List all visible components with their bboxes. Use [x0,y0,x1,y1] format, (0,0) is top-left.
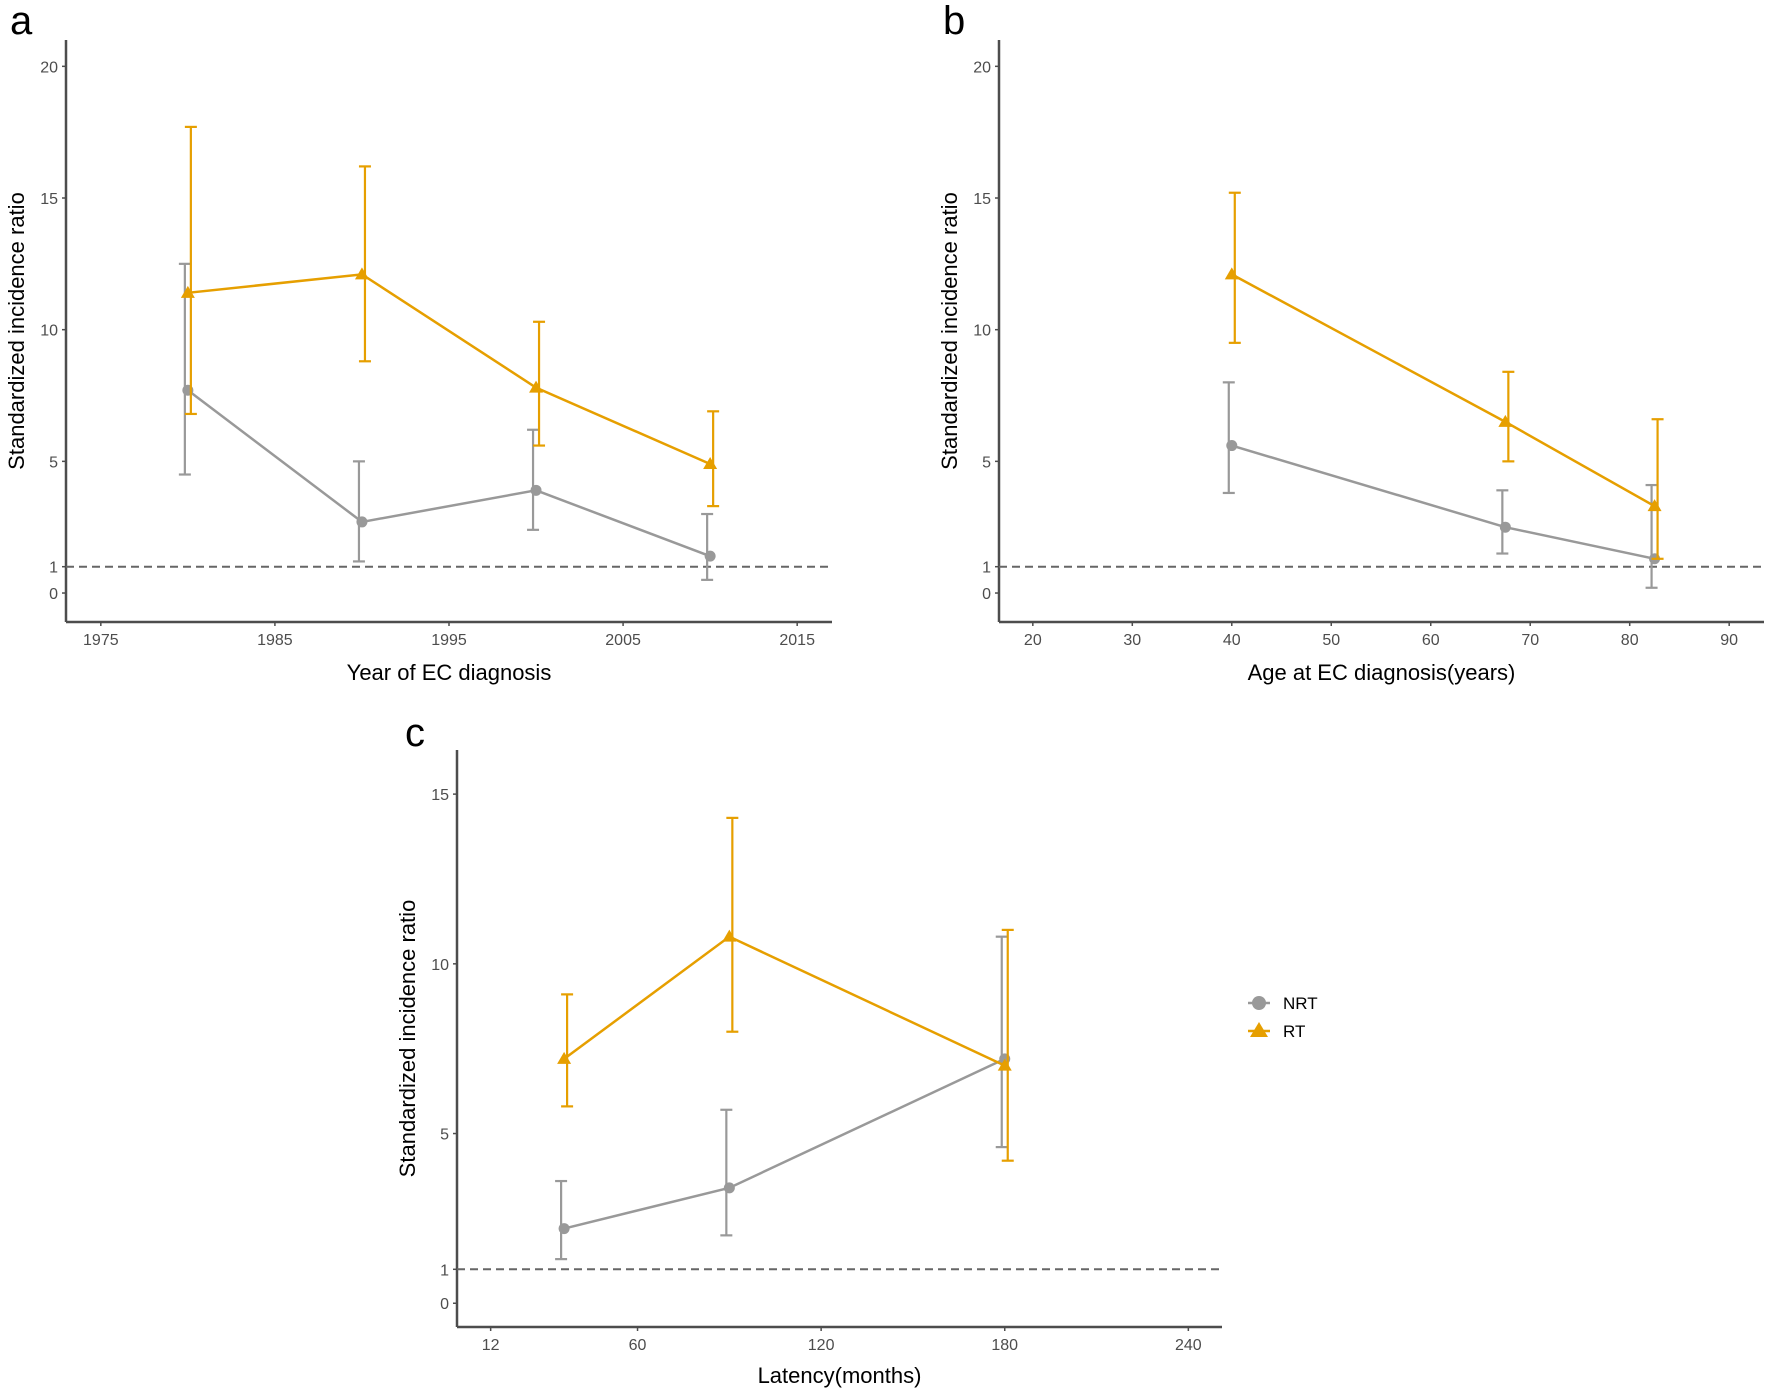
x-tick-label: 50 [1322,632,1340,649]
legend: NRT RT [1248,994,1318,1041]
y-tick-label: 5 [440,1127,449,1144]
data-point [723,1182,735,1194]
y-tick-label: 20 [973,59,991,76]
y-tick-label: 15 [431,787,449,804]
series-line [563,935,1006,1067]
x-tick-label: 60 [629,1337,647,1354]
data-point [1499,521,1511,533]
series-line [563,1057,1006,1230]
y-tick-label: 10 [431,957,449,974]
panel-label: c [405,711,425,755]
y-tick-label: 5 [49,454,58,471]
x-tick-label: 80 [1621,632,1639,649]
legend-item-nrt: NRT [1248,994,1318,1013]
x-tick-label: 240 [1175,1337,1202,1354]
x-tick-label: 90 [1720,632,1738,649]
y-tick-label: 10 [40,323,58,340]
y-tick-label: 15 [973,191,991,208]
data-point [529,380,544,393]
x-tick-label: 70 [1521,632,1539,649]
legend-marker-triangle [1250,1022,1268,1037]
series-rt [180,125,720,508]
series-nrt [555,935,1011,1261]
data-point [530,484,542,496]
y-tick-label: 10 [973,323,991,340]
panel-label: b [943,0,965,43]
data-point [558,1223,570,1235]
data-point [722,929,737,942]
x-tick-label: 60 [1422,632,1440,649]
data-point [557,1051,572,1064]
x-axis-title: Year of EC diagnosis [347,660,552,685]
x-axis-title: Age at EC diagnosis(years) [1248,660,1516,685]
data-point [703,456,718,469]
series-line [187,273,711,466]
panel-label: a [10,0,33,43]
y-axis-title: Standardized incidence ratio [395,900,420,1178]
y-tick-label: 15 [40,191,58,208]
x-axis-title: Latency(months) [758,1363,922,1388]
y-axis-title: Standardized incidence ratio [4,192,29,470]
series-rt [1224,191,1664,560]
legend-item-rt: RT [1248,1022,1305,1041]
legend-label: NRT [1283,994,1318,1013]
series-rt [557,816,1014,1162]
legend-label: RT [1283,1022,1305,1041]
x-tick-label: 40 [1223,632,1241,649]
x-tick-label: 2015 [779,632,815,649]
x-tick-label: 20 [1024,632,1042,649]
y-tick-label: 5 [982,454,991,471]
y-axis-title: Standardized incidence ratio [937,192,962,470]
series-line [1231,444,1655,561]
y-tick-label: 1 [440,1262,449,1279]
data-point [1226,440,1238,452]
x-tick-label: 1995 [431,632,467,649]
x-tick-label: 180 [991,1337,1018,1354]
y-tick-label: 1 [982,560,991,577]
series-nrt [1222,381,1661,589]
data-point [997,1058,1012,1071]
y-tick-label: 20 [40,59,58,76]
y-tick-label: 0 [982,586,991,603]
data-point [356,516,368,528]
x-tick-label: 1985 [257,632,293,649]
y-tick-label: 0 [440,1296,449,1313]
data-point [180,285,195,298]
legend-marker-circle [1252,996,1266,1010]
y-tick-label: 0 [49,586,58,603]
data-point [354,267,369,280]
x-tick-label: 120 [808,1337,835,1354]
data-point [1498,414,1513,427]
x-tick-label: 30 [1123,632,1141,649]
x-tick-label: 2005 [605,632,641,649]
series-line [187,389,711,558]
data-point [1224,267,1239,280]
x-tick-label: 12 [482,1337,500,1354]
y-tick-label: 1 [49,560,58,577]
data-point [1647,499,1662,512]
series-nrt [178,262,716,581]
data-point [704,550,716,562]
x-tick-label: 1975 [83,632,119,649]
series-line [1231,273,1656,508]
